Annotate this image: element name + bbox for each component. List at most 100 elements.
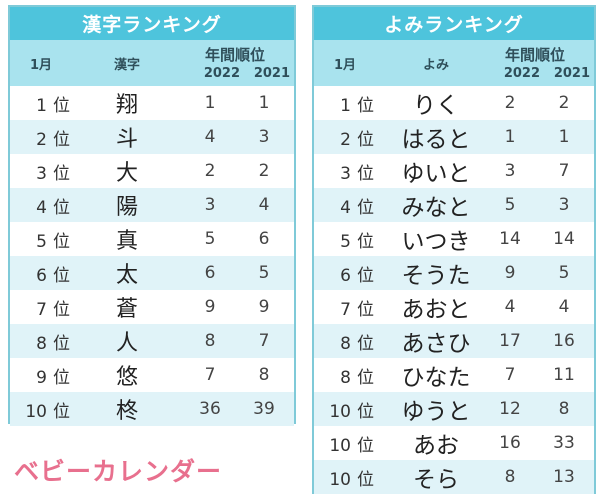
- rank-2021-cell: 39: [253, 399, 275, 419]
- name-cell: いつき: [401, 229, 471, 255]
- rank-2021-cell: 4: [558, 297, 570, 317]
- rank-unit: 位: [357, 129, 374, 150]
- rank-number: 3: [36, 163, 47, 184]
- rank-cell: 10 位: [314, 431, 376, 456]
- rank-2021-cell: 16: [553, 331, 575, 351]
- name-cell: ゆうと: [401, 399, 471, 425]
- rank-2022-cell: 3: [504, 161, 516, 181]
- rank-2022-cell: 5: [204, 229, 216, 249]
- name-cell: はると: [401, 127, 471, 153]
- rank-unit: 位: [357, 265, 374, 286]
- header-month: 1月: [333, 57, 357, 73]
- rank-2022-cell: 5: [504, 195, 516, 215]
- rank-unit: 位: [53, 231, 70, 252]
- rank-2021-cell: 7: [258, 331, 270, 351]
- rank-unit: 位: [357, 401, 374, 422]
- header-annual-rank: 年間順位: [204, 46, 265, 64]
- name-cell: 陽: [115, 195, 138, 220]
- header-annual-rank: 年間順位: [504, 46, 565, 64]
- rank-unit: 位: [357, 299, 374, 320]
- rank-2022-cell: 14: [499, 229, 521, 249]
- name-cell: 太: [115, 263, 138, 288]
- name-cell: 人: [115, 331, 138, 356]
- name-cell: 翔: [115, 93, 138, 118]
- rank-2021-cell: 11: [553, 365, 575, 385]
- rank-2021-cell: 3: [258, 127, 270, 147]
- rank-2022-cell: 8: [504, 467, 516, 487]
- rank-2022-cell: 4: [204, 127, 216, 147]
- name-cell: 柊: [115, 399, 138, 424]
- rank-unit: 位: [357, 367, 374, 388]
- rank-unit: 位: [357, 435, 374, 456]
- rank-2022-cell: 8: [204, 331, 216, 351]
- name-cell: あお: [413, 433, 459, 459]
- rank-2021-cell: 4: [258, 195, 270, 215]
- header-name: よみ: [422, 57, 449, 73]
- table-row: 10 位 あお 16 33: [314, 426, 594, 460]
- name-cell: 悠: [115, 365, 138, 390]
- table-title: 漢字ランキング: [10, 7, 294, 40]
- rank-unit: 位: [357, 469, 374, 490]
- rank-number: 7: [36, 299, 47, 320]
- rank-unit: 位: [53, 163, 70, 184]
- rank-2021-cell: 1: [258, 93, 270, 113]
- name-cell: ひなた: [401, 365, 471, 391]
- rank-2021-cell: 5: [558, 263, 570, 283]
- rank-2022-cell: 2: [204, 161, 216, 181]
- table-row: 10 位 そら 8 13: [314, 460, 594, 494]
- rank-2021-cell: 13: [553, 467, 575, 487]
- rank-unit: 位: [53, 333, 70, 354]
- rank-unit: 位: [357, 333, 374, 354]
- header-name: 漢字: [113, 57, 140, 73]
- table-row: 10 位 柊 36 39: [10, 392, 294, 426]
- rank-number: 6: [340, 265, 351, 286]
- rank-unit: 位: [357, 163, 374, 184]
- rank-2022-cell: 4: [504, 297, 516, 317]
- rank-2021-cell: 2: [258, 161, 270, 181]
- rank-number: 8: [340, 367, 351, 388]
- rank-2022-cell: 16: [499, 433, 521, 453]
- rank-unit: 位: [53, 299, 70, 320]
- table-row: 10 位 ゆうと 12 8: [314, 392, 594, 426]
- rank-number: 4: [36, 197, 47, 218]
- rank-unit: 位: [53, 265, 70, 286]
- rank-unit: 位: [53, 95, 70, 116]
- rank-2022-cell: 1: [504, 127, 516, 147]
- table-header: 1月 よみ 年間順位 2022 2021: [314, 40, 594, 86]
- rank-number: 10: [329, 435, 351, 456]
- rank-2021-cell: 1: [558, 127, 570, 147]
- rank-number: 3: [340, 163, 351, 184]
- rank-number: 9: [36, 367, 47, 388]
- header-year-2022: 2022: [503, 66, 540, 81]
- rank-2022-cell: 1: [204, 93, 216, 113]
- header-year-2022: 2022: [203, 66, 240, 81]
- rank-number: 8: [36, 333, 47, 354]
- rank-number: 2: [36, 129, 47, 150]
- name-cell: りく: [413, 93, 459, 119]
